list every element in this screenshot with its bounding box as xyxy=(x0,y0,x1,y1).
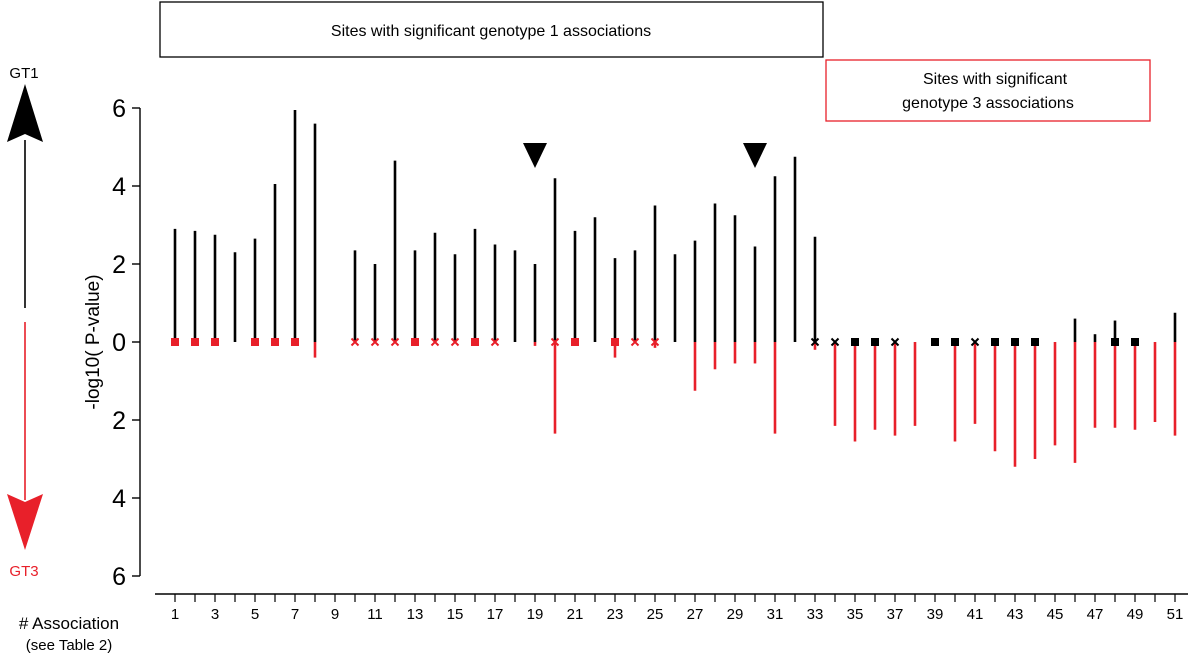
direction-arrows: GT1 GT3 xyxy=(7,65,43,580)
legend-gt3-frame xyxy=(825,59,1151,122)
x-tick-label: 21 xyxy=(567,606,584,623)
x-tick-label: 7 xyxy=(291,606,299,623)
gt3-series xyxy=(313,342,1177,467)
square-marker-icon xyxy=(1011,338,1019,346)
x-tick-label: 31 xyxy=(767,606,784,623)
cross-marker-icon xyxy=(490,337,500,347)
square-marker-icon xyxy=(411,338,419,346)
legend-gt1-frame xyxy=(159,1,824,58)
x-tick-label: 49 xyxy=(1127,606,1144,623)
gt3-arrow-label: GT3 xyxy=(9,563,38,580)
x-tick-label: 35 xyxy=(847,606,864,623)
cross-marker-icon xyxy=(350,337,360,347)
legend-gt3-box: Sites with significant genotype 3 associ… xyxy=(825,59,1151,122)
site-markers xyxy=(171,337,1139,347)
square-marker-icon xyxy=(471,338,479,346)
down-triangle-icon xyxy=(523,143,547,168)
down-triangle-icon xyxy=(743,143,767,168)
cross-marker-icon xyxy=(550,337,560,347)
y-tick-label: 2 xyxy=(112,407,126,435)
cross-marker-icon xyxy=(810,337,820,347)
y-tick-label: 6 xyxy=(112,563,126,591)
square-marker-icon xyxy=(1111,338,1119,346)
cross-marker-icon xyxy=(450,337,460,347)
legend-gt3-text-line2: genotype 3 associations xyxy=(902,95,1074,112)
x-tick-label: 45 xyxy=(1047,606,1064,623)
square-marker-icon xyxy=(851,338,859,346)
cross-marker-icon xyxy=(430,337,440,347)
square-marker-icon xyxy=(611,338,619,346)
square-marker-icon xyxy=(571,338,579,346)
square-marker-icon xyxy=(251,338,259,346)
legend-gt1-text: Sites with significant genotype 1 associ… xyxy=(331,23,651,40)
x-tick-label: 11 xyxy=(367,606,383,623)
y-tick-label: 4 xyxy=(112,173,126,201)
cross-marker-icon xyxy=(970,337,980,347)
cross-marker-icon xyxy=(370,337,380,347)
legend-gt1-box: Sites with significant genotype 1 associ… xyxy=(159,1,824,58)
x-tick-label: 33 xyxy=(807,606,824,623)
highlight-markers xyxy=(523,143,767,168)
x-tick-label: 25 xyxy=(647,606,664,623)
x-axis: 1 3 5 7 9 11 13 15 17 19 21 23 25 27 29 31 33 35 37 39 41 43 4… xyxy=(155,593,1188,623)
x-tick-label: 5 xyxy=(251,606,259,623)
square-marker-icon xyxy=(931,338,939,346)
x-tick-label: 9 xyxy=(331,606,339,623)
cross-marker-icon xyxy=(650,337,660,347)
square-marker-icon xyxy=(991,338,999,346)
gt1-series xyxy=(173,109,1177,342)
y-tick-label: 0 xyxy=(112,329,126,357)
cross-marker-icon xyxy=(890,337,900,347)
cross-marker-icon xyxy=(830,337,840,347)
square-marker-icon xyxy=(191,338,199,346)
x-tick-label: 37 xyxy=(887,606,904,623)
x-tick-label: 39 xyxy=(927,606,944,623)
x-tick-label: 3 xyxy=(211,606,219,623)
x-tick-label: 43 xyxy=(1007,606,1024,623)
cross-marker-icon xyxy=(630,337,640,347)
square-marker-icon xyxy=(1031,338,1039,346)
y-tick-label: 6 xyxy=(112,95,126,123)
x-tick-label: 27 xyxy=(687,606,704,623)
x-tick-label: 13 xyxy=(407,606,424,623)
cross-marker-icon xyxy=(390,337,400,347)
y-axis: 0 2 4 6 2 4 6 xyxy=(112,95,141,591)
x-tick-label: 41 xyxy=(967,606,984,623)
square-marker-icon xyxy=(871,338,879,346)
gt1-arrow-label: GT1 xyxy=(9,65,38,82)
x-tick-label: 51 xyxy=(1167,606,1184,623)
x-tick-label: 23 xyxy=(607,606,624,623)
square-marker-icon xyxy=(171,338,179,346)
x-tick-label: 19 xyxy=(527,606,544,623)
y-axis-title: -log10( P-value) xyxy=(83,274,104,409)
square-marker-icon xyxy=(291,338,299,346)
gt1-arrow-head-icon xyxy=(7,84,43,142)
x-axis-title-line1: # Association xyxy=(19,614,119,633)
square-marker-icon xyxy=(271,338,279,346)
gt3-arrow-head-icon xyxy=(7,494,43,550)
square-marker-icon xyxy=(1131,338,1139,346)
x-tick-label: 29 xyxy=(727,606,744,623)
legend-gt3-text-line1: Sites with significant xyxy=(923,71,1068,88)
x-tick-label: 15 xyxy=(447,606,464,623)
square-marker-icon xyxy=(951,338,959,346)
x-tick-label: 1 xyxy=(171,606,179,623)
x-tick-label: 17 xyxy=(487,606,504,623)
x-tick-label: 47 xyxy=(1087,606,1104,623)
x-axis-title-line2: (see Table 2) xyxy=(26,637,112,654)
y-tick-label: 2 xyxy=(112,251,126,279)
square-marker-icon xyxy=(211,338,219,346)
y-tick-label: 4 xyxy=(112,485,126,513)
